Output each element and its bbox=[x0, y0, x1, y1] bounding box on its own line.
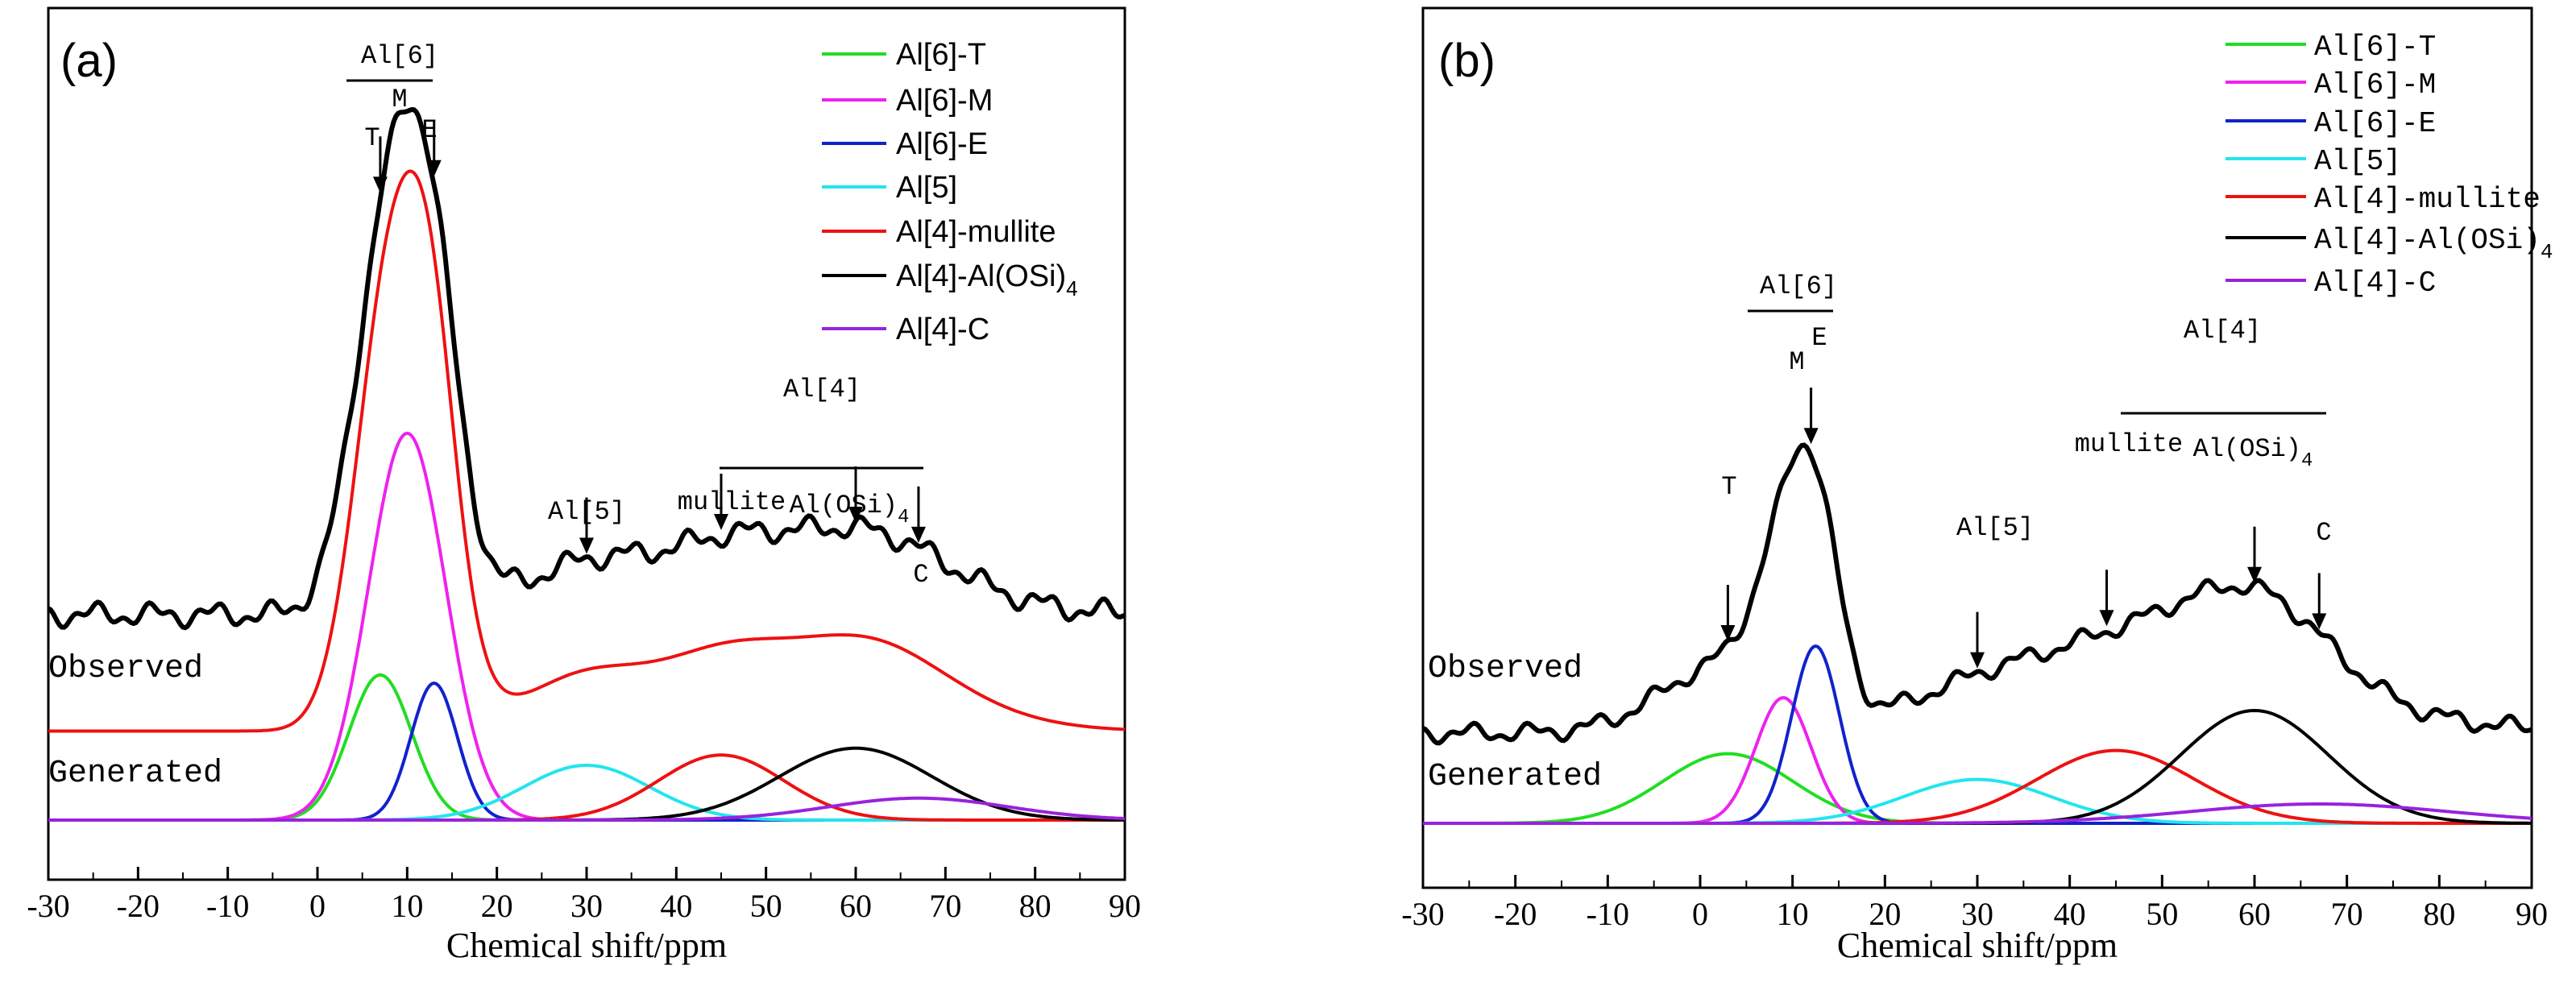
panel-a-observed-label: Observed bbox=[48, 651, 203, 687]
panel-a-tick-label: -10 bbox=[206, 888, 249, 924]
panel-a-x-ticks: -30 -20 -10 0 10 20 30 40 50 60 70 80 90 bbox=[27, 867, 1141, 924]
panel-a-c-label: C bbox=[913, 560, 928, 590]
panel-b-tick-label: 40 bbox=[2054, 896, 2086, 932]
panel-b-legend: Al[6]-T Al[6]-M Al[6]-E Al[5] Al[4]-mull… bbox=[2225, 31, 2553, 300]
panel-a-label: (a) bbox=[60, 35, 118, 87]
panel-a-tick-label: 90 bbox=[1109, 888, 1141, 924]
panel-b-alosi-label: Al(OSi)4 bbox=[2193, 434, 2313, 472]
panel-a-arrowhead-t bbox=[372, 176, 388, 193]
panel-b-t-label: T bbox=[1721, 472, 1736, 502]
panel-a-legend: Al[6]-T Al[6]-M Al[6]-E Al[5] Al[4]-mull… bbox=[822, 38, 1078, 346]
panel-a-legend-al4-c: Al[4]-C bbox=[896, 313, 989, 346]
panel-a-tick-label: -20 bbox=[117, 888, 160, 924]
panel-a-arrowhead-e bbox=[426, 160, 442, 176]
panel-b-legend-al4-alosi4: Al[4]-Al(OSi)4 bbox=[2314, 224, 2553, 264]
panel-a-component-curves bbox=[48, 431, 1126, 822]
panel-b-generated-label: Generated bbox=[1428, 759, 1602, 795]
panel-b-al6-label: Al[6] bbox=[1760, 271, 1837, 301]
panel-b-x-axis-label: Chemical shift/ppm bbox=[1837, 926, 2118, 965]
panel-a-tick-label: 0 bbox=[309, 888, 326, 924]
panel-a-generated-envelope bbox=[48, 169, 1126, 733]
panel-a-m-label: M bbox=[392, 85, 407, 114]
panel-a-legend-al6-e: Al[6]-E bbox=[896, 127, 988, 161]
panel-b-tick-label: 30 bbox=[1961, 896, 1993, 932]
panel-b-tick-label: 10 bbox=[1777, 896, 1809, 932]
panel-a-tick-label: 10 bbox=[391, 888, 423, 924]
panel-a-tick-label: 80 bbox=[1019, 888, 1052, 924]
panel-b-m-label: M bbox=[1789, 347, 1804, 377]
panel-b-observed-spectrum bbox=[1421, 442, 2532, 746]
panel-b-tick-label: -10 bbox=[1587, 896, 1629, 932]
panel-a-generated-curve bbox=[48, 169, 1126, 733]
panel-b-arrowhead-mullite bbox=[2099, 610, 2114, 627]
panel-b-tick-label: -20 bbox=[1494, 896, 1537, 932]
panel-b-tick-label: 50 bbox=[2146, 896, 2178, 932]
panel-a-arrowhead-mullite bbox=[714, 513, 728, 530]
panel-a-x-axis-label: Chemical shift/ppm bbox=[446, 926, 727, 965]
panel-b-x-ticks: -30 -20 -10 0 10 20 30 40 50 60 70 80 90 bbox=[1401, 875, 2548, 932]
panel-a-al6-label: Al[6] bbox=[361, 41, 438, 71]
panel-b-mullite-label: mullite bbox=[2075, 429, 2183, 459]
panel-a-legend-al6-t: Al[6]-T bbox=[896, 38, 986, 72]
panel-b-c-label: C bbox=[2316, 518, 2331, 548]
panel-a-curve-al-6-t bbox=[48, 673, 1125, 822]
panel-b-tick-label: 60 bbox=[2238, 896, 2271, 932]
panel-b-arrowhead-e bbox=[1803, 428, 1819, 445]
panel-a-arrowhead-c bbox=[911, 526, 926, 543]
panel-b-arrowhead-t bbox=[1720, 625, 1736, 642]
panel-a-legend-al6-m: Al[6]-M bbox=[896, 84, 993, 118]
panel-a-tick-label: 50 bbox=[750, 888, 782, 924]
panel-a-alosi-label: Al(OSi)4 bbox=[790, 491, 910, 528]
panel-b-tick-label: 20 bbox=[1869, 896, 1901, 932]
panel-b-al5-label: Al[5] bbox=[1956, 513, 2034, 543]
panel-a-tick-label: -30 bbox=[27, 888, 69, 924]
panel-b-al4-label: Al[4] bbox=[2184, 316, 2261, 346]
panel-b-arrowhead-c bbox=[2312, 613, 2327, 630]
panel-b-legend-al6-m: Al[6]-M bbox=[2314, 68, 2436, 102]
panel-a-al4-label: Al[4] bbox=[783, 375, 861, 404]
panel-b-tick-label: -30 bbox=[1401, 896, 1444, 932]
panel-b-observed-curve bbox=[1421, 442, 2532, 746]
panel-a-observed-spectrum bbox=[47, 106, 1126, 631]
panel-b-legend-al6-e: Al[6]-E bbox=[2314, 107, 2436, 140]
panel-a-legend-al5: Al[5] bbox=[896, 171, 957, 205]
panel-b-arrows bbox=[1720, 387, 2327, 669]
panel-b-arrowhead-alosi4 bbox=[2247, 566, 2262, 583]
panel-b-e-label: E bbox=[1811, 323, 1827, 353]
panel-b-tick-label: 80 bbox=[2423, 896, 2455, 932]
panel-a-arrowhead-al5 bbox=[579, 537, 594, 554]
panel-a-tick-label: 30 bbox=[570, 888, 603, 924]
panel-b-observed-label: Observed bbox=[1428, 651, 1583, 687]
panel-b-legend-al4-c: Al[4]-C bbox=[2314, 267, 2436, 300]
panel-a-t-label: T bbox=[364, 123, 380, 153]
panel-b-label: (b) bbox=[1438, 35, 1495, 87]
panel-b-legend-al4-mullite: Al[4]-mullite bbox=[2314, 183, 2541, 216]
panel-a-tick-label: 60 bbox=[840, 888, 872, 924]
panel-b: (b) -30 -20 -10 0 10 20 30 40 50 60 70 80 90 Observe… bbox=[1401, 6, 2553, 965]
panel-a-curve-al-4-c bbox=[48, 796, 1126, 822]
panel-b-legend-al5: Al[5] bbox=[2314, 145, 2401, 178]
panel-a-observed-curve bbox=[47, 106, 1126, 631]
panel-a: (a) -30 -20 -10 0 10 20 30 40 50 60 70 80 90 Observe… bbox=[27, 6, 1141, 965]
panel-b-arrowhead-al5 bbox=[1970, 652, 1985, 669]
panel-a-legend-al4-mullite: Al[4]-mullite bbox=[896, 215, 1056, 249]
panel-b-curve-al-4-c bbox=[1423, 802, 2532, 825]
panel-a-arrowhead-alosi4 bbox=[848, 507, 863, 524]
panel-a-tick-label: 40 bbox=[660, 888, 692, 924]
panel-a-generated-label: Generated bbox=[48, 756, 222, 792]
panel-a-tick-label: 20 bbox=[481, 888, 513, 924]
panel-b-tick-label: 90 bbox=[2516, 896, 2548, 932]
panel-b-legend-al6-t: Al[6]-T bbox=[2314, 31, 2436, 64]
panel-a-tick-label: 70 bbox=[929, 888, 961, 924]
panel-a-legend-al4-alosi4: Al[4]-Al(OSi)4 bbox=[896, 259, 1078, 300]
panel-a-arrows bbox=[372, 119, 926, 554]
panel-b-tick-label: 70 bbox=[2331, 896, 2363, 932]
panel-b-tick-label: 0 bbox=[1692, 896, 1708, 932]
panel-a-mullite-label: mullite bbox=[678, 487, 786, 517]
panel-b-component-curves bbox=[1423, 644, 2532, 825]
